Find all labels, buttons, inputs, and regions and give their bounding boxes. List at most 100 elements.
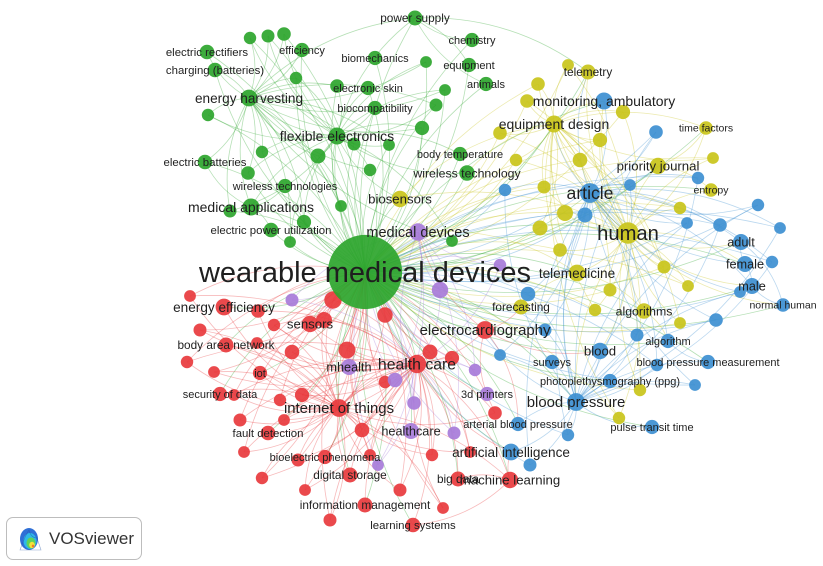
node-electric-batteries[interactable] <box>197 154 213 170</box>
node-blood[interactable] <box>591 342 609 360</box>
node-photoplethysmography-ppg[interactable] <box>602 373 618 389</box>
node-r23[interactable] <box>184 290 196 302</box>
node-learning-systems[interactable] <box>405 517 421 533</box>
node-medical-devices[interactable] <box>409 223 427 241</box>
node-r19[interactable] <box>273 393 287 407</box>
node-b3[interactable] <box>649 125 663 139</box>
node-r8[interactable] <box>294 387 310 403</box>
node-r29[interactable] <box>228 389 240 401</box>
node-electrocardiography[interactable] <box>476 321 494 339</box>
node-b7[interactable] <box>523 458 537 472</box>
node-telemetry[interactable] <box>580 64 596 80</box>
node-r28[interactable] <box>464 446 476 458</box>
node-wireless-technology[interactable] <box>459 165 475 181</box>
node-b20[interactable] <box>624 179 636 191</box>
node-3d-printers[interactable] <box>479 386 495 402</box>
node-g6[interactable] <box>330 79 344 93</box>
node-g2[interactable] <box>296 214 312 230</box>
node-surveys[interactable] <box>544 354 560 370</box>
node-p6[interactable] <box>468 363 482 377</box>
node-p4[interactable] <box>447 426 461 440</box>
node-monitoring-ambulatory[interactable] <box>595 92 613 110</box>
node-r24[interactable] <box>208 366 220 378</box>
node-charging-batteries[interactable] <box>207 62 223 78</box>
node-r27[interactable] <box>437 502 449 514</box>
node-y13[interactable] <box>588 303 602 317</box>
node-g19[interactable] <box>439 84 451 96</box>
node-r18[interactable] <box>255 471 269 485</box>
node-chemistry[interactable] <box>464 32 480 48</box>
node-artificial-intelligence[interactable] <box>502 443 520 461</box>
node-g8[interactable] <box>347 137 361 151</box>
node-entropy[interactable] <box>704 183 718 197</box>
node-b18[interactable] <box>494 349 506 361</box>
node-b11[interactable] <box>751 198 765 212</box>
node-b9[interactable] <box>498 183 512 197</box>
node-internet-of-things[interactable] <box>330 399 348 417</box>
node-biocompatibility[interactable] <box>367 100 383 116</box>
node-r17[interactable] <box>180 355 194 369</box>
node-p2[interactable] <box>387 372 403 388</box>
node-biomechanics[interactable] <box>367 50 383 66</box>
node-body-temperature[interactable] <box>452 146 468 162</box>
node-g17[interactable] <box>420 56 432 68</box>
node-healthcare[interactable] <box>403 423 419 439</box>
node-b4[interactable] <box>713 218 727 232</box>
node-y12[interactable] <box>603 283 617 297</box>
node-efficiency[interactable] <box>294 42 310 58</box>
node-p7[interactable] <box>493 258 507 272</box>
node-r11[interactable] <box>251 304 265 318</box>
node-g5[interactable] <box>277 27 291 41</box>
node-power-supply[interactable] <box>407 10 423 26</box>
node-g12[interactable] <box>289 71 303 85</box>
node-human[interactable] <box>617 222 639 244</box>
node-y9[interactable] <box>553 243 567 257</box>
node-y14[interactable] <box>509 153 523 167</box>
node-r3[interactable] <box>316 312 332 328</box>
node-biosensors[interactable] <box>391 190 409 208</box>
node-r7[interactable] <box>354 422 370 438</box>
node-equipment[interactable] <box>461 57 477 73</box>
node-r30[interactable] <box>251 337 263 349</box>
node-time-factors[interactable] <box>699 121 713 135</box>
node-r6[interactable] <box>284 344 300 360</box>
node-b16[interactable] <box>774 222 786 234</box>
node-animals[interactable] <box>478 76 494 92</box>
node-y16[interactable] <box>633 383 647 397</box>
node-medical-applications[interactable] <box>242 198 260 216</box>
node-y18[interactable] <box>674 317 686 329</box>
node-p1[interactable] <box>431 281 449 299</box>
node-g13[interactable] <box>363 163 377 177</box>
node-r4[interactable] <box>377 307 393 323</box>
node-y6[interactable] <box>520 94 534 108</box>
node-r32[interactable] <box>278 414 290 426</box>
node-p3[interactable] <box>407 396 421 410</box>
node-g10[interactable] <box>429 98 443 112</box>
node-b19[interactable] <box>689 379 701 391</box>
node-y4[interactable] <box>615 104 631 120</box>
node-r10[interactable] <box>488 406 502 420</box>
node-r5[interactable] <box>422 344 438 360</box>
node-p8[interactable] <box>372 459 384 471</box>
node-adult[interactable] <box>733 234 749 250</box>
node-electric-rectifiers[interactable] <box>199 44 215 60</box>
node-g18[interactable] <box>284 236 296 248</box>
node-b2[interactable] <box>520 286 536 302</box>
node-big-data[interactable] <box>450 471 466 487</box>
node-forecasting[interactable] <box>513 299 529 315</box>
node-g20[interactable] <box>335 200 347 212</box>
node-machine-learning[interactable] <box>501 471 519 489</box>
node-y1[interactable] <box>557 205 573 221</box>
node-security-of-data[interactable] <box>212 386 228 402</box>
node-priority-journal[interactable] <box>649 157 667 175</box>
node-arterial-blood-pressure[interactable] <box>510 416 526 432</box>
node-normal-human[interactable] <box>776 298 790 312</box>
node-g21[interactable] <box>446 235 458 247</box>
node-mhealth[interactable] <box>341 359 357 375</box>
node-flexible-electronics[interactable] <box>328 127 346 145</box>
node-article[interactable] <box>580 183 600 203</box>
node-b13[interactable] <box>561 428 575 442</box>
node-y8[interactable] <box>493 126 507 140</box>
node-r22[interactable] <box>267 318 281 332</box>
node-r12[interactable] <box>193 323 207 337</box>
